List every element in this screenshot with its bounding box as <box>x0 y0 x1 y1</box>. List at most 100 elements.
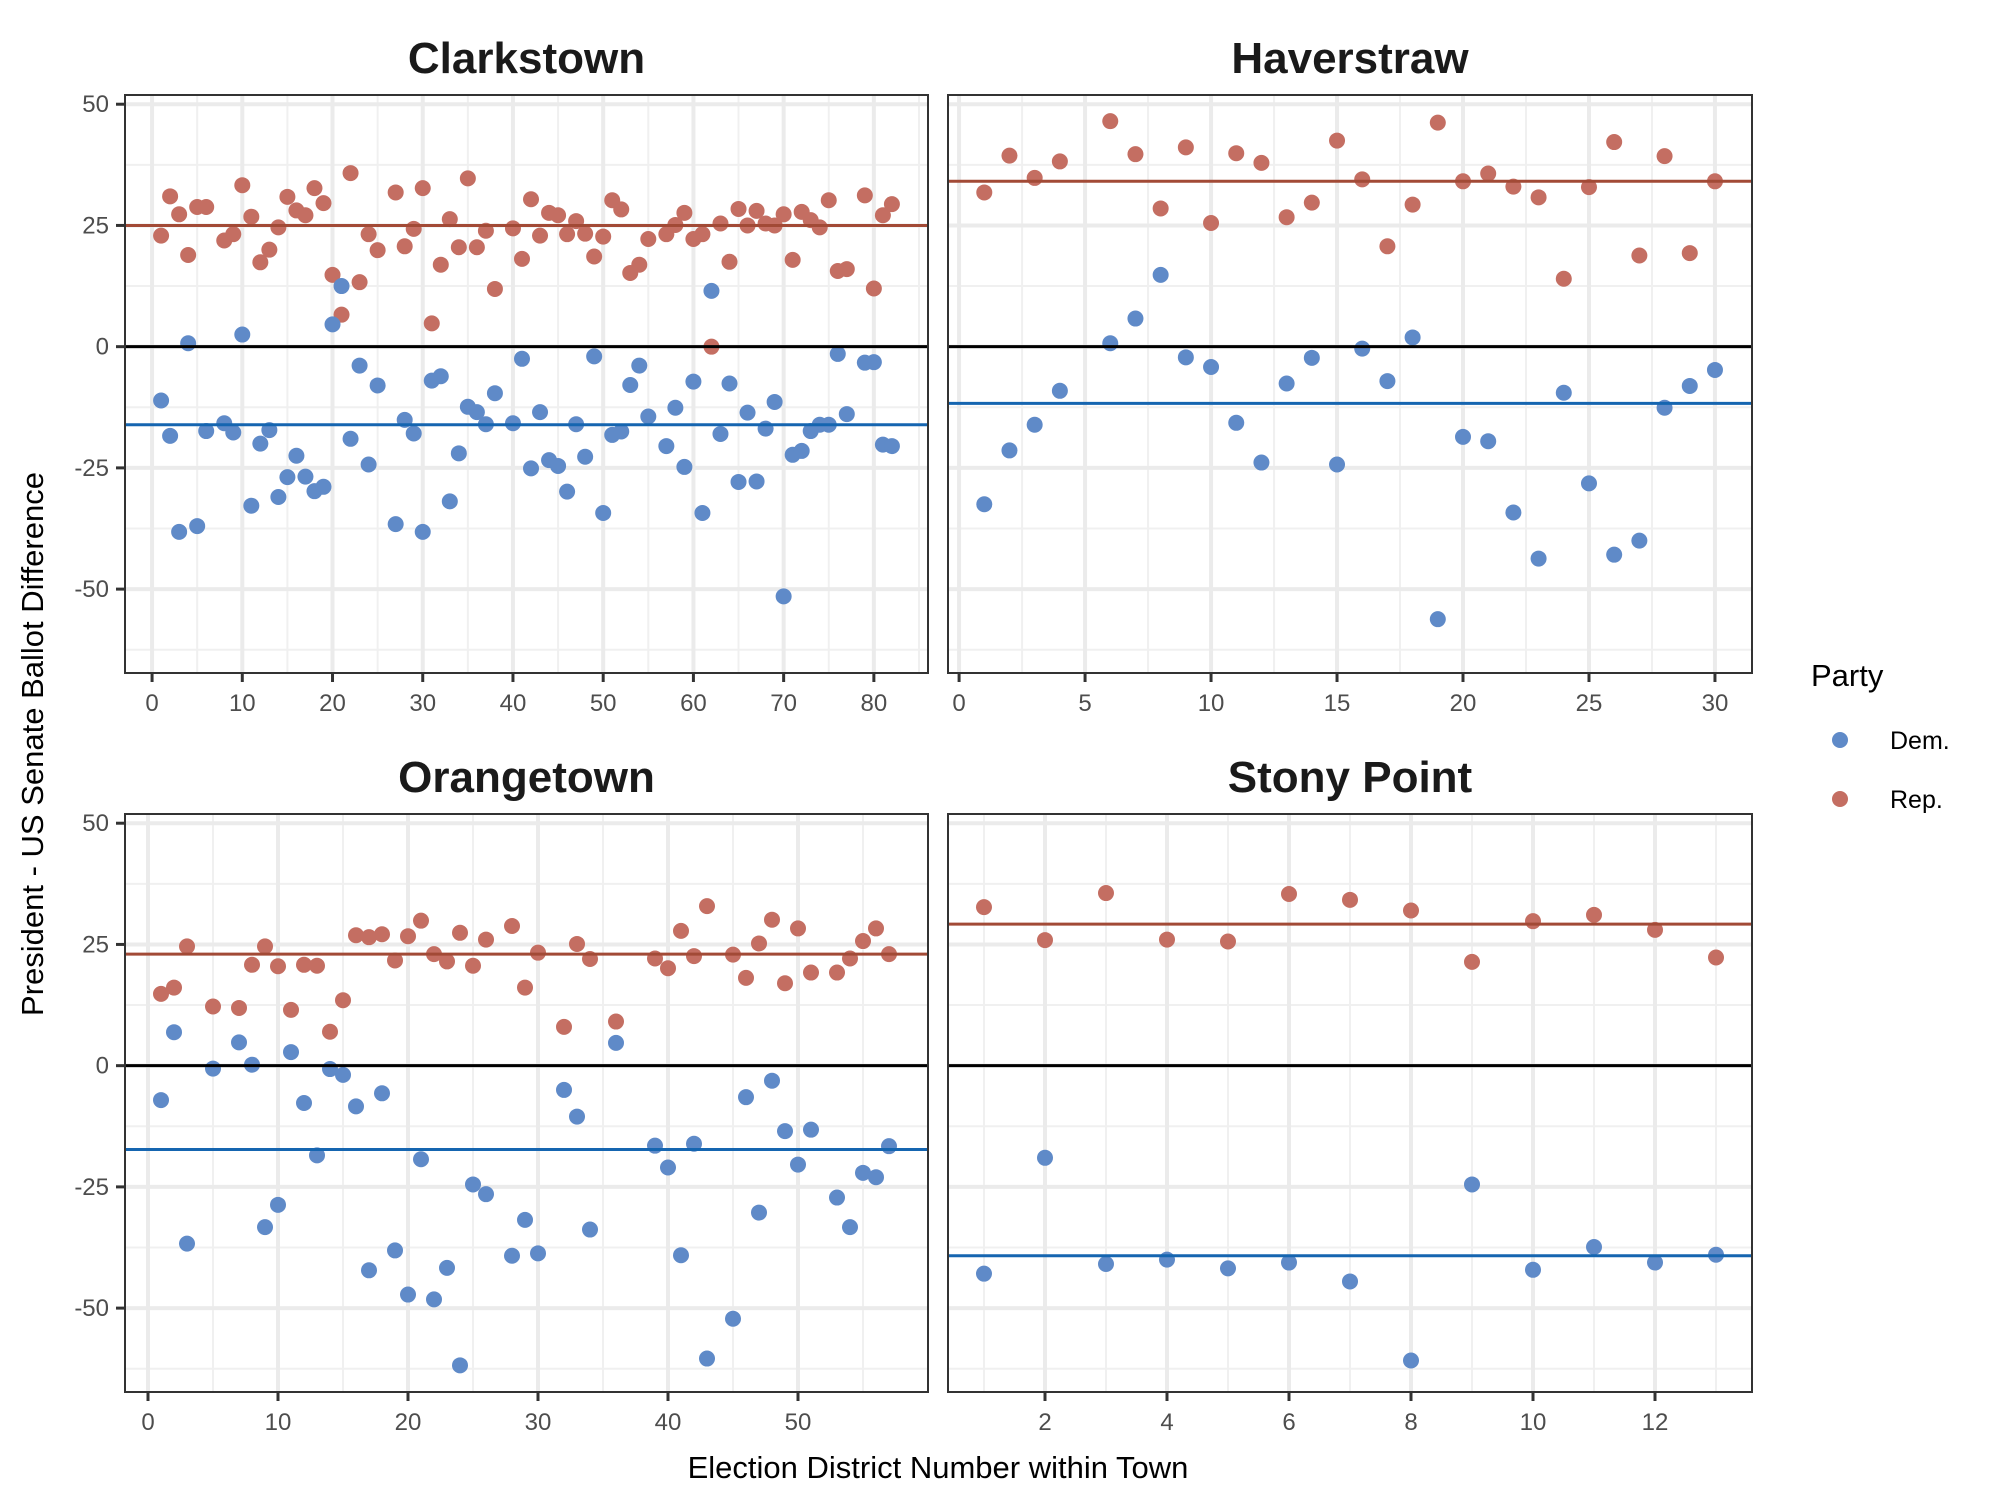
point-dem <box>1158 1251 1175 1268</box>
point-dem <box>1026 416 1043 433</box>
point-rep <box>1631 247 1648 264</box>
x-tick-label: 0 <box>141 1409 154 1436</box>
point-rep <box>452 924 469 941</box>
point-dem <box>270 488 287 505</box>
facet-title: Stony Point <box>1228 753 1473 802</box>
point-rep <box>608 1013 625 1030</box>
point-rep <box>513 250 530 267</box>
panel-background <box>125 814 928 1392</box>
point-rep <box>694 226 711 243</box>
panel-border <box>947 813 1753 1393</box>
point-rep <box>829 964 846 981</box>
point-dem <box>225 424 242 441</box>
y-tick-label: 25 <box>82 931 109 958</box>
point-rep <box>640 231 657 248</box>
point-dem <box>739 404 756 421</box>
point-rep <box>1097 885 1114 902</box>
facet-panel-orangetown: Orangetown 0 10 20 30 40 50 -50 -25 0 25 50 <box>74 753 929 1436</box>
point-dem <box>777 1123 794 1140</box>
point-dem <box>360 456 377 473</box>
point-rep <box>374 926 391 943</box>
point-rep <box>559 226 576 243</box>
point-rep <box>1152 200 1169 217</box>
facet-title: Orangetown <box>398 753 655 802</box>
point-dem <box>231 1034 248 1051</box>
point-dem <box>1342 1273 1358 1290</box>
point-rep <box>243 208 260 225</box>
point-dem <box>790 1156 807 1173</box>
point-rep <box>231 999 248 1016</box>
point-rep <box>855 933 872 950</box>
point-dem <box>842 1219 859 1236</box>
point-dem <box>608 1034 625 1051</box>
point-rep <box>1530 189 1547 206</box>
point-dem <box>1280 1254 1297 1271</box>
point-dem <box>468 404 485 421</box>
point-dem <box>699 1350 716 1367</box>
point-dem <box>1303 349 1320 366</box>
point-rep <box>730 200 747 217</box>
point-dem <box>764 1072 781 1089</box>
point-dem <box>171 523 188 540</box>
legend-key-dem <box>1832 732 1848 748</box>
point-dem <box>297 468 314 485</box>
point-dem <box>270 1196 287 1213</box>
point-dem <box>465 1176 482 1193</box>
data-points <box>976 113 1723 628</box>
point-dem <box>1681 377 1698 394</box>
point-dem <box>374 1085 391 1102</box>
point-dem <box>738 1089 755 1106</box>
x-tick-label: 0 <box>145 690 158 717</box>
point-dem <box>1127 310 1144 327</box>
point-dem <box>1706 361 1723 378</box>
point-rep <box>348 927 365 944</box>
point-rep <box>631 256 648 273</box>
point-rep <box>1329 132 1346 149</box>
point-rep <box>556 1018 573 1035</box>
point-rep <box>306 180 323 197</box>
point-dem <box>1278 375 1295 392</box>
point-dem <box>205 1060 222 1077</box>
point-rep <box>252 254 269 271</box>
point-dem <box>1379 373 1396 390</box>
point-dem <box>1097 1255 1114 1272</box>
point-dem <box>1530 550 1547 567</box>
point-dem <box>279 469 296 486</box>
facet-panel-clarkstown: Clarkstown 0 10 20 30 40 50 60 70 80 -50 -25 0 25 50 <box>74 34 929 717</box>
point-dem <box>1580 475 1597 492</box>
point-rep <box>1586 906 1603 923</box>
point-dem <box>413 1151 430 1168</box>
point-rep <box>1606 134 1623 151</box>
point-dem <box>1177 349 1194 366</box>
point-rep <box>1379 238 1396 255</box>
point-rep <box>1278 209 1295 226</box>
point-rep <box>351 274 368 291</box>
point-rep <box>414 180 431 197</box>
facet-title: Clarkstown <box>408 34 645 83</box>
point-dem <box>1329 456 1346 473</box>
point-rep <box>712 215 729 232</box>
point-dem <box>450 445 467 462</box>
point-dem <box>975 1265 992 1282</box>
point-dem <box>1631 532 1648 549</box>
point-rep <box>465 957 482 974</box>
point-rep <box>423 315 440 332</box>
y-tick-label: -25 <box>74 1174 109 1201</box>
point-dem <box>414 523 431 540</box>
point-rep <box>1354 171 1371 188</box>
point-rep <box>1127 146 1144 163</box>
point-rep <box>387 184 404 201</box>
x-tick-label: 40 <box>655 1409 682 1436</box>
point-dem <box>153 392 170 409</box>
point-dem <box>803 1121 820 1138</box>
point-rep <box>270 219 287 236</box>
point-rep <box>387 952 404 969</box>
point-dem <box>1051 382 1068 399</box>
legend: Party Dem. Rep. <box>1811 658 1950 814</box>
facet-panel-stony-point: Stony Point 2 4 6 8 10 12 <box>947 753 1753 1436</box>
point-rep <box>1051 153 1068 170</box>
point-rep <box>369 242 386 259</box>
point-dem <box>189 518 206 535</box>
point-rep <box>1647 921 1664 938</box>
